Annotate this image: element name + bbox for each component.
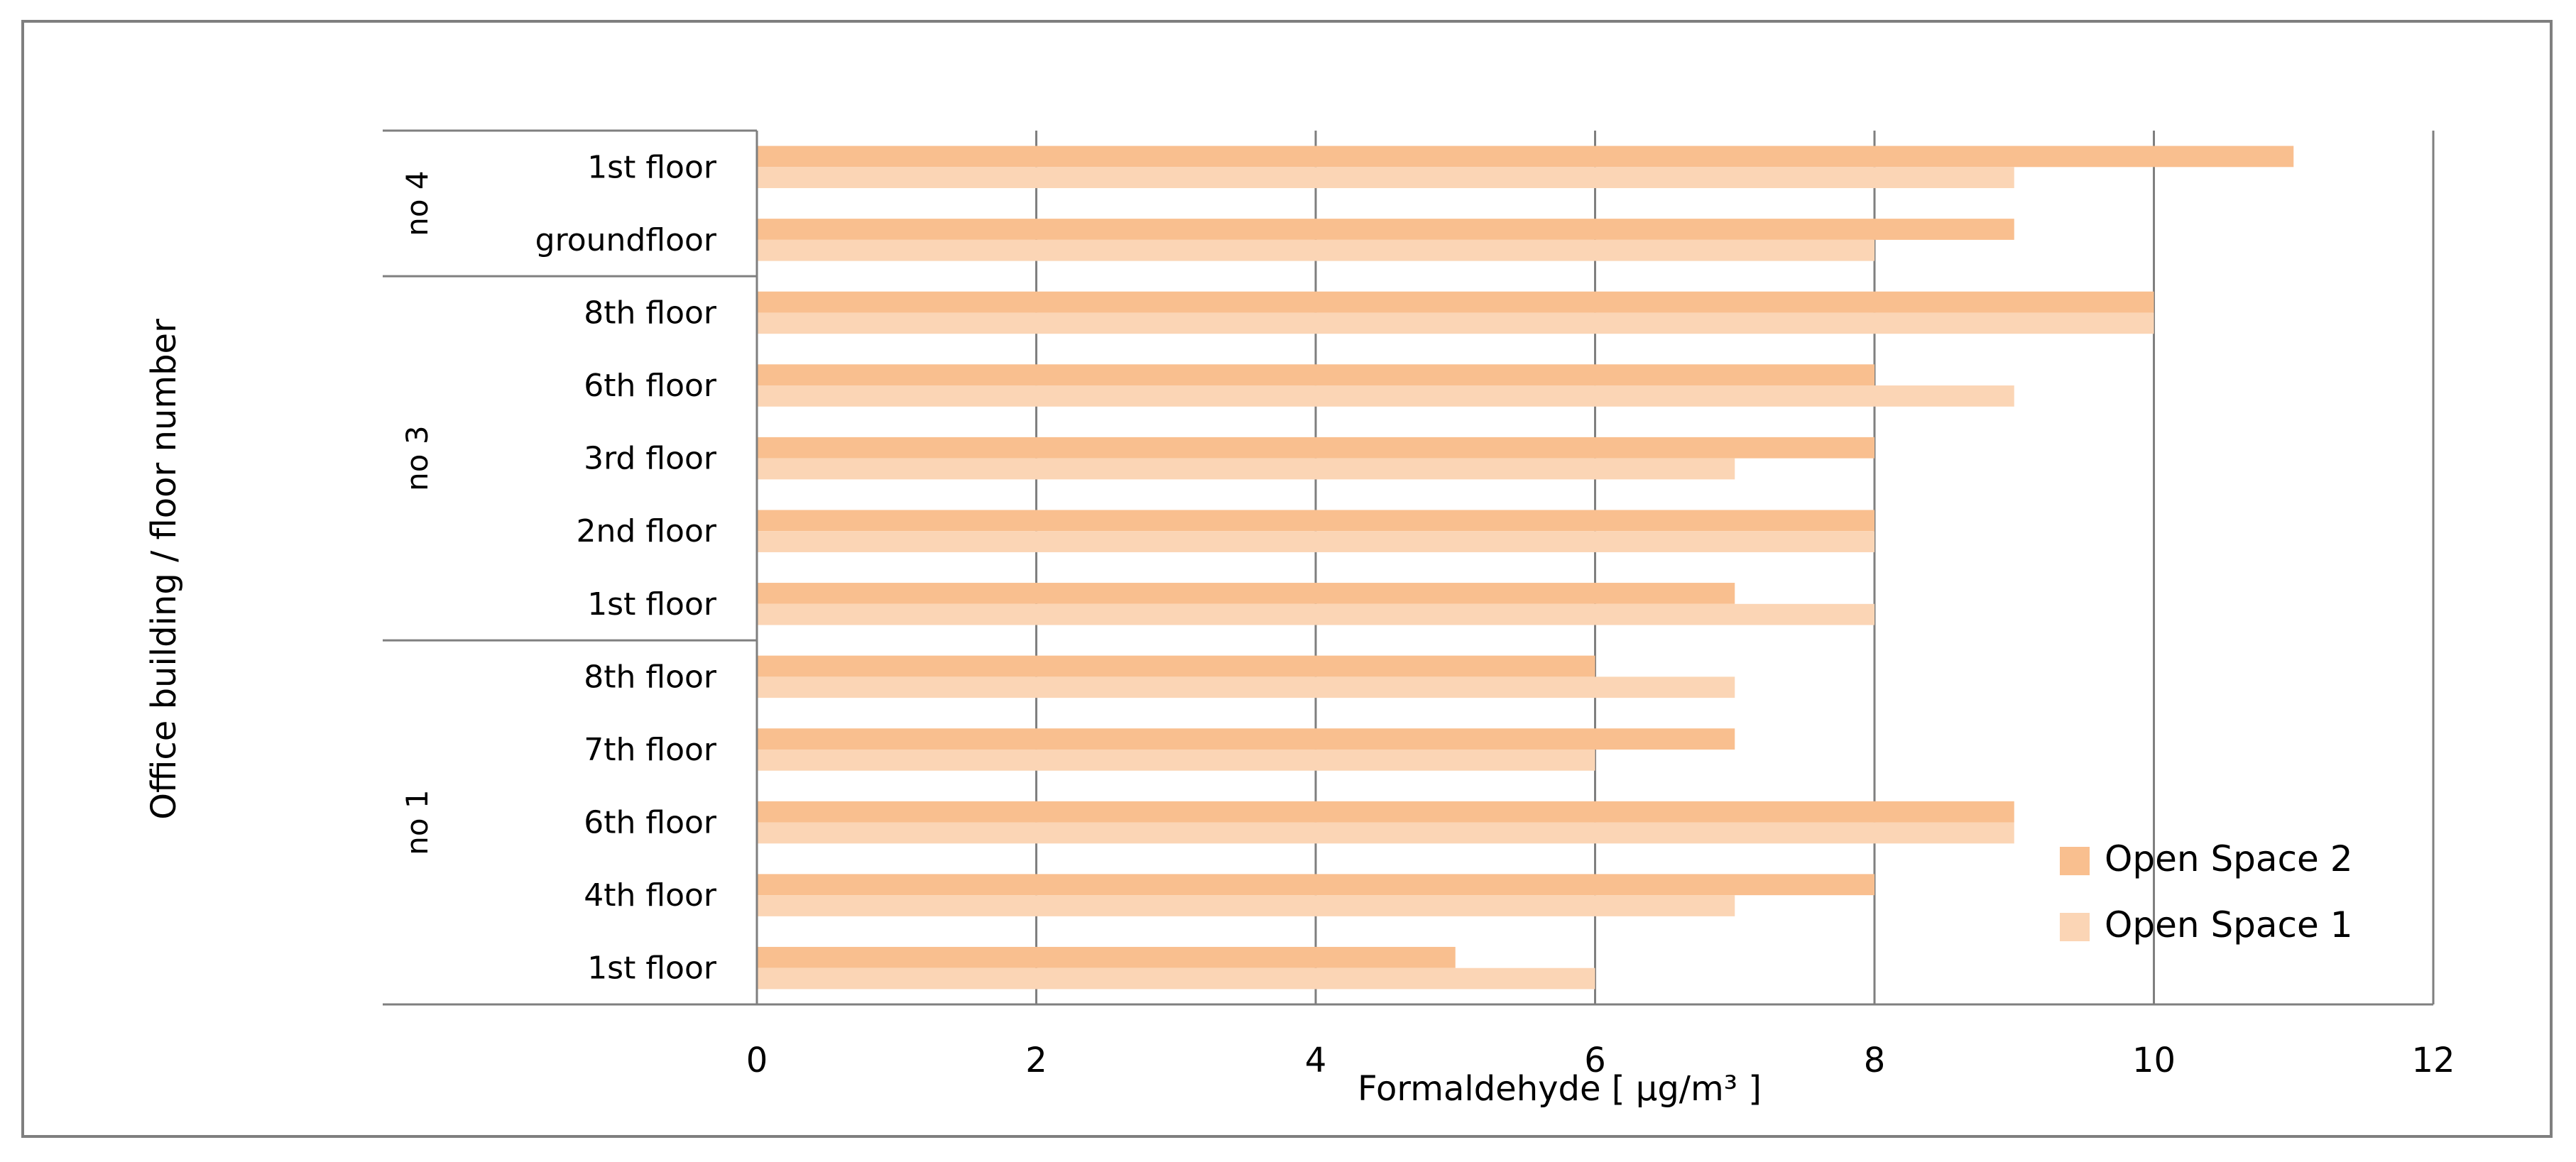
category-label: 4th floor (584, 877, 717, 914)
bar-open-space-2 (757, 728, 1735, 750)
x-tick-label: 6 (1584, 1041, 1606, 1080)
category-label: 3rd floor (584, 441, 717, 477)
legend-swatch (2060, 913, 2090, 941)
group-label: no 1 (400, 789, 435, 855)
bar-open-space-1 (757, 749, 1595, 771)
bar-open-space-1 (757, 458, 1735, 480)
category-label: 1st floor (587, 149, 717, 185)
category-label: 8th floor (584, 295, 717, 331)
bar-open-space-2 (757, 655, 1595, 677)
legend-swatch (2060, 847, 2090, 875)
bar-open-space-1 (757, 385, 2014, 407)
bar-open-space-2 (757, 801, 2014, 823)
x-tick-label: 2 (1025, 1041, 1047, 1080)
bar-open-space-1 (757, 312, 2154, 334)
category-label: 6th floor (584, 368, 717, 404)
formaldehyde-bar-chart: 0 2 4 6 8 10 12 1st floor groundfloor 8th floor 6t… (144, 129, 2455, 1109)
x-axis-title: Formaldehyde [ µg/m³ ] (1358, 1069, 1762, 1109)
x-tick-label: 12 (2411, 1041, 2455, 1080)
bar-open-space-1 (757, 968, 1595, 990)
legend-label: Open Space 2 (2105, 838, 2353, 879)
legend-label: Open Space 1 (2105, 904, 2353, 946)
bar-open-space-1 (757, 676, 1735, 698)
gridlines (755, 131, 2435, 1004)
bar-open-space-1 (757, 531, 1874, 552)
bar-open-space-2 (757, 146, 2294, 168)
y-axis-title: Office building / floor number (144, 319, 184, 820)
labels: 0 2 4 6 8 10 12 1st floor groundfloor 8th floor 6t… (400, 149, 2455, 1080)
bar-open-space-2 (757, 437, 1874, 459)
x-tick-label: 4 (1305, 1041, 1327, 1080)
bar-open-space-2 (757, 291, 2154, 313)
x-tick-label: 8 (1864, 1041, 1886, 1080)
bar-open-space-2 (757, 583, 1735, 604)
x-tick-label: 0 (746, 1041, 768, 1080)
bar-open-space-1 (757, 895, 1735, 916)
group-label: no 4 (400, 170, 435, 236)
x-tick-label: 10 (2132, 1041, 2176, 1080)
bar-open-space-2 (757, 364, 1874, 386)
category-label: 1st floor (587, 586, 717, 623)
category-label: 6th floor (584, 805, 717, 841)
bar-open-space-1 (757, 167, 2014, 189)
bar-open-space-2 (757, 510, 1874, 532)
bar-open-space-2 (757, 946, 1456, 968)
category-label: 2nd floor (577, 513, 717, 549)
bar-open-space-1 (757, 239, 1874, 261)
category-label: 7th floor (584, 732, 717, 768)
group-label: no 3 (400, 425, 435, 490)
category-label: 8th floor (584, 659, 717, 695)
category-label: groundfloor (535, 222, 717, 258)
legend: Open Space 2 Open Space 1 (2060, 838, 2353, 946)
bars (757, 146, 2294, 990)
bar-open-space-1 (757, 603, 1874, 625)
category-axis (383, 129, 2433, 1006)
bar-open-space-2 (757, 874, 1874, 896)
bar-open-space-1 (757, 822, 2014, 844)
chart-frame: 0 2 4 6 8 10 12 1st floor groundfloor 8th floor 6t… (21, 20, 2553, 1138)
bar-open-space-2 (757, 219, 2014, 240)
category-label: 1st floor (587, 950, 717, 987)
